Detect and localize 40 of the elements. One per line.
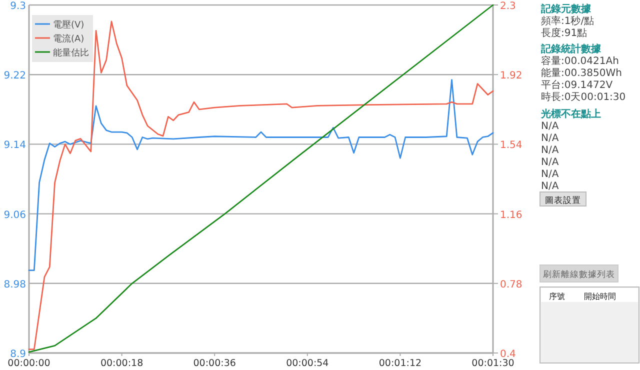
text: 容量:00.0421Ah	[541, 55, 619, 67]
x-tick-label: 00:00:00	[8, 358, 50, 369]
x-tick-label: 00:01:30	[472, 358, 514, 369]
y-tick-label: 8.9	[10, 349, 26, 360]
text: N/A	[541, 169, 559, 180]
text: 圖表設置	[545, 195, 581, 206]
text: N/A	[541, 145, 559, 156]
text: 光標不在點上	[540, 108, 601, 120]
legend-label: 電流(A)	[53, 34, 84, 44]
y2-tick-label: 1.16	[500, 210, 522, 221]
text: 開始時間	[584, 292, 616, 301]
y-tick-label: 9.3	[10, 1, 26, 12]
y2-tick-label: 1.92	[500, 70, 522, 82]
y-tick-label: 9.14	[4, 140, 26, 152]
y2-tick-label: 0.4	[500, 349, 516, 360]
legend-label: 電壓(V)	[53, 20, 84, 30]
y-tick-label: 9.06	[4, 210, 26, 221]
text: 記錄元數據	[540, 3, 592, 15]
text: 平台:09.1472V	[541, 79, 613, 91]
text: 時長:0天00:01:30	[541, 91, 626, 103]
text: 能量:00.3850Wh	[541, 67, 622, 79]
y-tick-label: 9.22	[4, 70, 26, 82]
text: 長度:91點	[541, 27, 588, 39]
y2-tick-label: 1.54	[500, 140, 522, 152]
text: N/A	[541, 181, 559, 192]
y2-tick-label: 2.3	[500, 1, 516, 12]
legend-label: 能量估比	[53, 48, 89, 58]
text: 刷新離線數據列表	[543, 269, 615, 280]
x-tick-label: 00:00:18	[100, 358, 144, 369]
x-tick-label: 00:01:12	[378, 358, 422, 369]
text: N/A	[541, 157, 559, 168]
text: 頻率:1秒/點	[541, 15, 594, 27]
text: N/A	[541, 121, 559, 132]
text: N/A	[541, 133, 559, 144]
text: 序號	[549, 292, 565, 301]
y-tick-label: 8.98	[4, 279, 26, 290]
x-tick-label: 00:00:36	[193, 358, 236, 369]
y2-tick-label: 0.78	[500, 279, 522, 290]
x-tick-label: 00:00:54	[286, 358, 329, 369]
text: 記錄統計數據	[540, 43, 602, 55]
